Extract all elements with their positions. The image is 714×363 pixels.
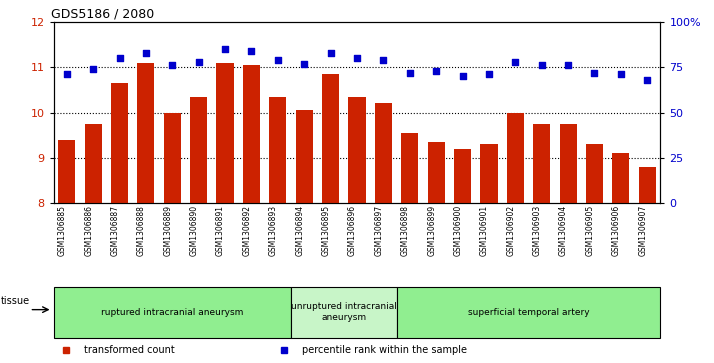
Point <box>378 57 389 63</box>
Text: GSM1306890: GSM1306890 <box>190 205 198 256</box>
Bar <box>137 63 154 203</box>
Point <box>246 48 257 54</box>
Bar <box>111 83 128 203</box>
Text: GSM1306885: GSM1306885 <box>58 205 66 256</box>
Text: GSM1306898: GSM1306898 <box>401 205 410 256</box>
Text: GSM1306903: GSM1306903 <box>533 205 542 256</box>
Text: GSM1306893: GSM1306893 <box>269 205 278 256</box>
Bar <box>481 144 498 203</box>
Point <box>298 61 310 66</box>
Point <box>483 72 495 77</box>
Bar <box>639 167 656 203</box>
Bar <box>216 63 233 203</box>
Bar <box>507 113 524 203</box>
Bar <box>348 97 366 203</box>
Bar <box>401 133 418 203</box>
Bar <box>560 124 577 203</box>
Bar <box>54 287 291 338</box>
Bar <box>375 103 392 203</box>
Point <box>563 62 574 68</box>
Point <box>404 70 416 76</box>
Text: GSM1306900: GSM1306900 <box>453 205 463 256</box>
Bar <box>428 142 445 203</box>
Text: GSM1306894: GSM1306894 <box>295 205 304 256</box>
Text: GDS5186 / 2080: GDS5186 / 2080 <box>51 8 154 21</box>
Point <box>61 72 72 77</box>
Text: GSM1306895: GSM1306895 <box>321 205 331 256</box>
Bar <box>454 149 471 203</box>
Bar <box>396 287 660 338</box>
Bar <box>296 110 313 203</box>
Text: GSM1306892: GSM1306892 <box>243 205 251 256</box>
Text: GSM1306907: GSM1306907 <box>638 205 648 256</box>
Bar <box>164 113 181 203</box>
Bar <box>243 65 260 203</box>
Text: GSM1306888: GSM1306888 <box>137 205 146 256</box>
Text: unruptured intracranial
aneurysm: unruptured intracranial aneurysm <box>291 302 397 322</box>
Point <box>140 50 151 56</box>
Bar <box>291 287 396 338</box>
Bar <box>533 124 550 203</box>
Point <box>166 62 178 68</box>
Text: tissue: tissue <box>1 296 30 306</box>
Point <box>325 50 336 56</box>
Text: GSM1306897: GSM1306897 <box>374 205 383 256</box>
Point <box>589 70 600 76</box>
Bar <box>58 140 75 203</box>
Point <box>87 66 99 72</box>
Bar <box>322 74 339 203</box>
Text: percentile rank within the sample: percentile rank within the sample <box>303 345 468 355</box>
Text: GSM1306887: GSM1306887 <box>111 205 119 256</box>
Point <box>193 59 204 65</box>
Point <box>536 62 548 68</box>
Point <box>431 68 442 74</box>
Point <box>510 59 521 65</box>
Text: GSM1306896: GSM1306896 <box>348 205 357 256</box>
Bar <box>190 97 207 203</box>
Bar <box>586 144 603 203</box>
Text: ruptured intracranial aneurysm: ruptured intracranial aneurysm <box>101 308 243 317</box>
Text: GSM1306891: GSM1306891 <box>216 205 225 256</box>
Bar <box>613 154 630 203</box>
Text: GSM1306906: GSM1306906 <box>612 205 621 256</box>
Text: GSM1306902: GSM1306902 <box>506 205 516 256</box>
Point <box>114 55 125 61</box>
Text: GSM1306899: GSM1306899 <box>427 205 436 256</box>
Point <box>642 77 653 83</box>
Text: GSM1306901: GSM1306901 <box>480 205 489 256</box>
Point <box>219 46 231 52</box>
Text: GSM1306905: GSM1306905 <box>585 205 595 256</box>
Text: transformed count: transformed count <box>84 345 175 355</box>
Text: GSM1306889: GSM1306889 <box>164 205 172 256</box>
Text: superficial temporal artery: superficial temporal artery <box>468 308 589 317</box>
Bar <box>84 124 101 203</box>
Point <box>272 57 283 63</box>
Text: GSM1306904: GSM1306904 <box>559 205 568 256</box>
Text: GSM1306886: GSM1306886 <box>84 205 93 256</box>
Point <box>351 55 363 61</box>
Point <box>615 72 627 77</box>
Bar <box>269 97 286 203</box>
Point <box>457 73 468 79</box>
